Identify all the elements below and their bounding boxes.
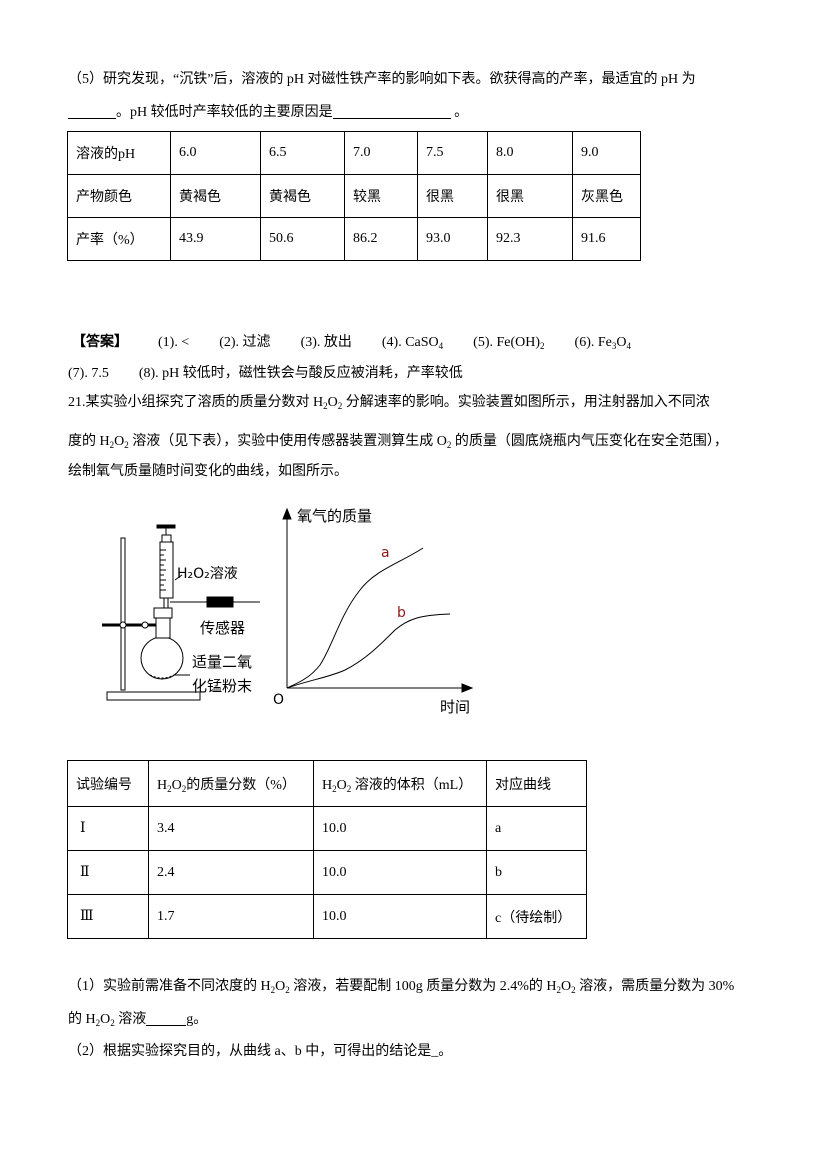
cell: 黄褐色: [260, 174, 345, 218]
cell: 很黑: [487, 174, 573, 218]
sub-question-2: （2）根据实验探究目的，从曲线 a、b 中，可得出的结论是_。: [68, 1044, 453, 1059]
powder-label-1: 适量二氧: [192, 653, 252, 671]
x-axis-arrow: [461, 683, 474, 693]
syringe-plunger: [156, 524, 176, 529]
table-row: 产率（%） 43.9 50.6 86.2 93.0 92.3 91.6: [67, 217, 641, 261]
cell: 1.7: [148, 894, 314, 939]
answer-blank-reason[interactable]: [332, 104, 451, 119]
answer-4: (4). CaSO4: [381, 335, 444, 351]
answer-7: (7). 7.5: [68, 366, 109, 381]
answer-1: (1). <: [158, 335, 190, 350]
sensor-icon: [206, 596, 234, 608]
powder-label-2: 化锰粉末: [192, 677, 252, 695]
cell: 6.0: [170, 131, 261, 175]
q5-line2: 。pH 较低时产率较低的主要原因是 。: [68, 103, 468, 123]
ph-yield-table: 溶液的pH 6.0 6.5 7.0 7.5 8.0 9.0 产物颜色 黄褐色 黄褐色 较黑 很黑 很黑…: [67, 131, 641, 261]
cell: 86.2: [344, 217, 418, 261]
curve-a-label: a: [381, 545, 390, 561]
stand-base: [106, 691, 201, 701]
curve-b-label: b: [397, 605, 406, 621]
answer-2: (2). 过滤: [219, 335, 271, 350]
cell: b: [486, 850, 587, 895]
round-bottom-flask: [140, 636, 184, 680]
curve-b: [286, 613, 451, 689]
syringe-label: H₂O₂溶液: [177, 566, 238, 582]
cell: a: [486, 806, 587, 851]
cell: 较黑: [344, 174, 418, 218]
x-axis-label: 时间: [440, 698, 470, 716]
answer-3: (3). 放出: [300, 335, 352, 350]
answer-line2: (7). 7.5 (8). pH 较低时，磁性铁会与酸反应被消耗，产率较低: [68, 364, 463, 384]
cell: 3.4: [148, 806, 314, 851]
oxygen-mass-graph: [282, 507, 474, 693]
curve-a: [286, 547, 424, 689]
answer-blank-mass[interactable]: [146, 1011, 187, 1026]
q21-line3: 绘制氧气质量随时间变化的曲线，如图所示。: [68, 464, 348, 479]
cell: 92.3: [487, 217, 573, 261]
sub-question-1-line1: （1）实验前需准备不同浓度的 H2O2 溶液，若要配制 100g 质量分数为 2…: [68, 979, 735, 995]
table-row: Ⅱ 2.4 10.0 b: [67, 850, 587, 895]
experiment-figure: H₂O₂溶液 传感器 适量二氧 化锰粉末 氧气的质量 时间 O a b: [102, 507, 474, 716]
header-cell: 试验编号: [67, 760, 149, 807]
origin-label: O: [273, 692, 284, 708]
cell: c（待绘制）: [486, 894, 587, 939]
answer-8: (8). pH 较低时，磁性铁会与酸反应被消耗，产率较低: [138, 366, 463, 381]
cell: 7.5: [417, 131, 488, 175]
apparatus-illustration: [102, 524, 260, 701]
cell: Ⅲ: [67, 894, 149, 939]
cell: 2.4: [148, 850, 314, 895]
sensor-label: 传感器: [200, 619, 245, 637]
cell: 产率（%）: [67, 217, 171, 261]
cell: 6.5: [260, 131, 345, 175]
cell: 产物颜色: [67, 174, 171, 218]
cell: 黄褐色: [170, 174, 261, 218]
cell: 很黑: [417, 174, 488, 218]
q5-text-end: 。: [450, 105, 469, 120]
table-row: Ⅲ 1.7 10.0 c（待绘制）: [67, 894, 587, 939]
cell: 溶液的pH: [67, 131, 171, 175]
cell: Ⅱ: [67, 850, 149, 895]
answer-line1: 【答案】 (1). < (2). 过滤 (3). 放出 (4). CaSO4 (5). F…: [72, 333, 631, 353]
q21-line2: 度的 H2O2 溶液（见下表），实验中使用传感器装置测算生成 O2 的质量（圆底…: [68, 434, 728, 450]
header-cell: H2O2的质量分数（%）: [148, 760, 314, 807]
table-row: Ⅰ 3.4 10.0 a: [67, 806, 587, 851]
stopper: [153, 607, 173, 619]
q5-line1: （5）研究发现，“沉铁”后，溶液的 pH 对磁性铁产率的影响如下表。欲获得高的产…: [68, 72, 696, 87]
y-axis-label: 氧气的质量: [297, 507, 372, 525]
q5-text: 。pH 较低时产率较低的主要原因是: [116, 105, 333, 120]
sub-question-1-line2: 的 H2O2 溶液 g。: [68, 1011, 208, 1028]
y-axis-arrow: [282, 507, 292, 520]
cell: 43.9: [170, 217, 261, 261]
cell: 91.6: [572, 217, 641, 261]
cell: 9.0: [572, 131, 641, 175]
answer-6: (6). Fe3O4: [574, 335, 631, 351]
table-row: 产物颜色 黄褐色 黄褐色 较黑 很黑 很黑 灰黑色: [67, 174, 641, 218]
cell: Ⅰ: [67, 806, 149, 851]
cell: 8.0: [487, 131, 573, 175]
header-cell: 对应曲线: [486, 760, 587, 807]
cell: 50.6: [260, 217, 345, 261]
cell: 7.0: [344, 131, 418, 175]
table-row: 溶液的pH 6.0 6.5 7.0 7.5 8.0 9.0: [67, 131, 641, 175]
table-header-row: 试验编号 H2O2的质量分数（%） H2O2 溶液的体积（mL） 对应曲线: [67, 760, 587, 807]
stand-rod: [120, 537, 126, 691]
answer-blank-ph[interactable]: [68, 104, 116, 119]
q21-line1: 21.某实验小组探究了溶质的质量分数对 H2O2 分解速率的影响。实验装置如图所…: [68, 395, 710, 411]
cell: 10.0: [313, 850, 487, 895]
answer-5: (5). Fe(OH)2: [473, 335, 545, 351]
cell: 10.0: [313, 894, 487, 939]
cell: 93.0: [417, 217, 488, 261]
header-cell: H2O2 溶液的体积（mL）: [313, 760, 487, 807]
cell: 10.0: [313, 806, 487, 851]
cell: 灰黑色: [572, 174, 641, 218]
answer-label: 【答案】: [72, 335, 128, 350]
